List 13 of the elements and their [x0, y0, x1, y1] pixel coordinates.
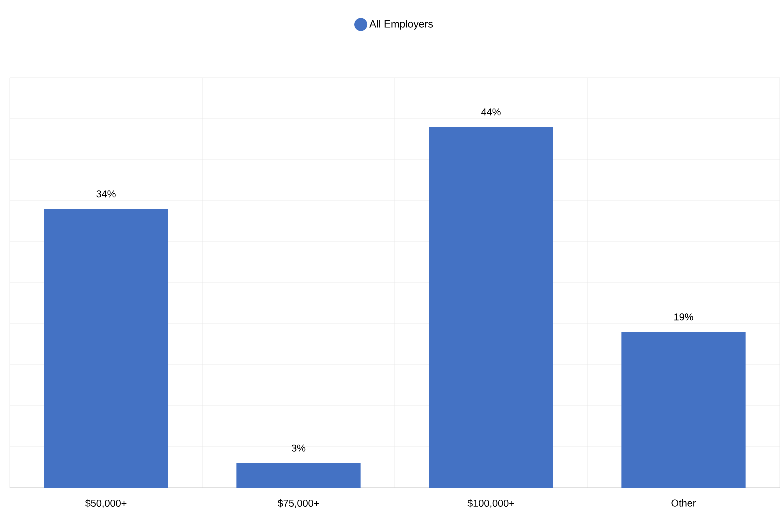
bar: [622, 332, 746, 488]
legend-label: All Employers: [370, 20, 434, 30]
x-tick-label: $100,000+: [468, 500, 514, 508]
data-label: 44%: [482, 108, 501, 116]
data-label: 19%: [674, 314, 694, 321]
x-tick-label: $50,000+: [85, 500, 127, 508]
data-label: 34%: [96, 190, 116, 198]
bar: [429, 127, 554, 488]
x-tick-label: Other: [672, 500, 696, 507]
data-label: 3%: [292, 444, 306, 452]
x-tick-label: $75,000+: [278, 500, 320, 508]
bar: [236, 463, 361, 488]
bar: [44, 209, 168, 488]
